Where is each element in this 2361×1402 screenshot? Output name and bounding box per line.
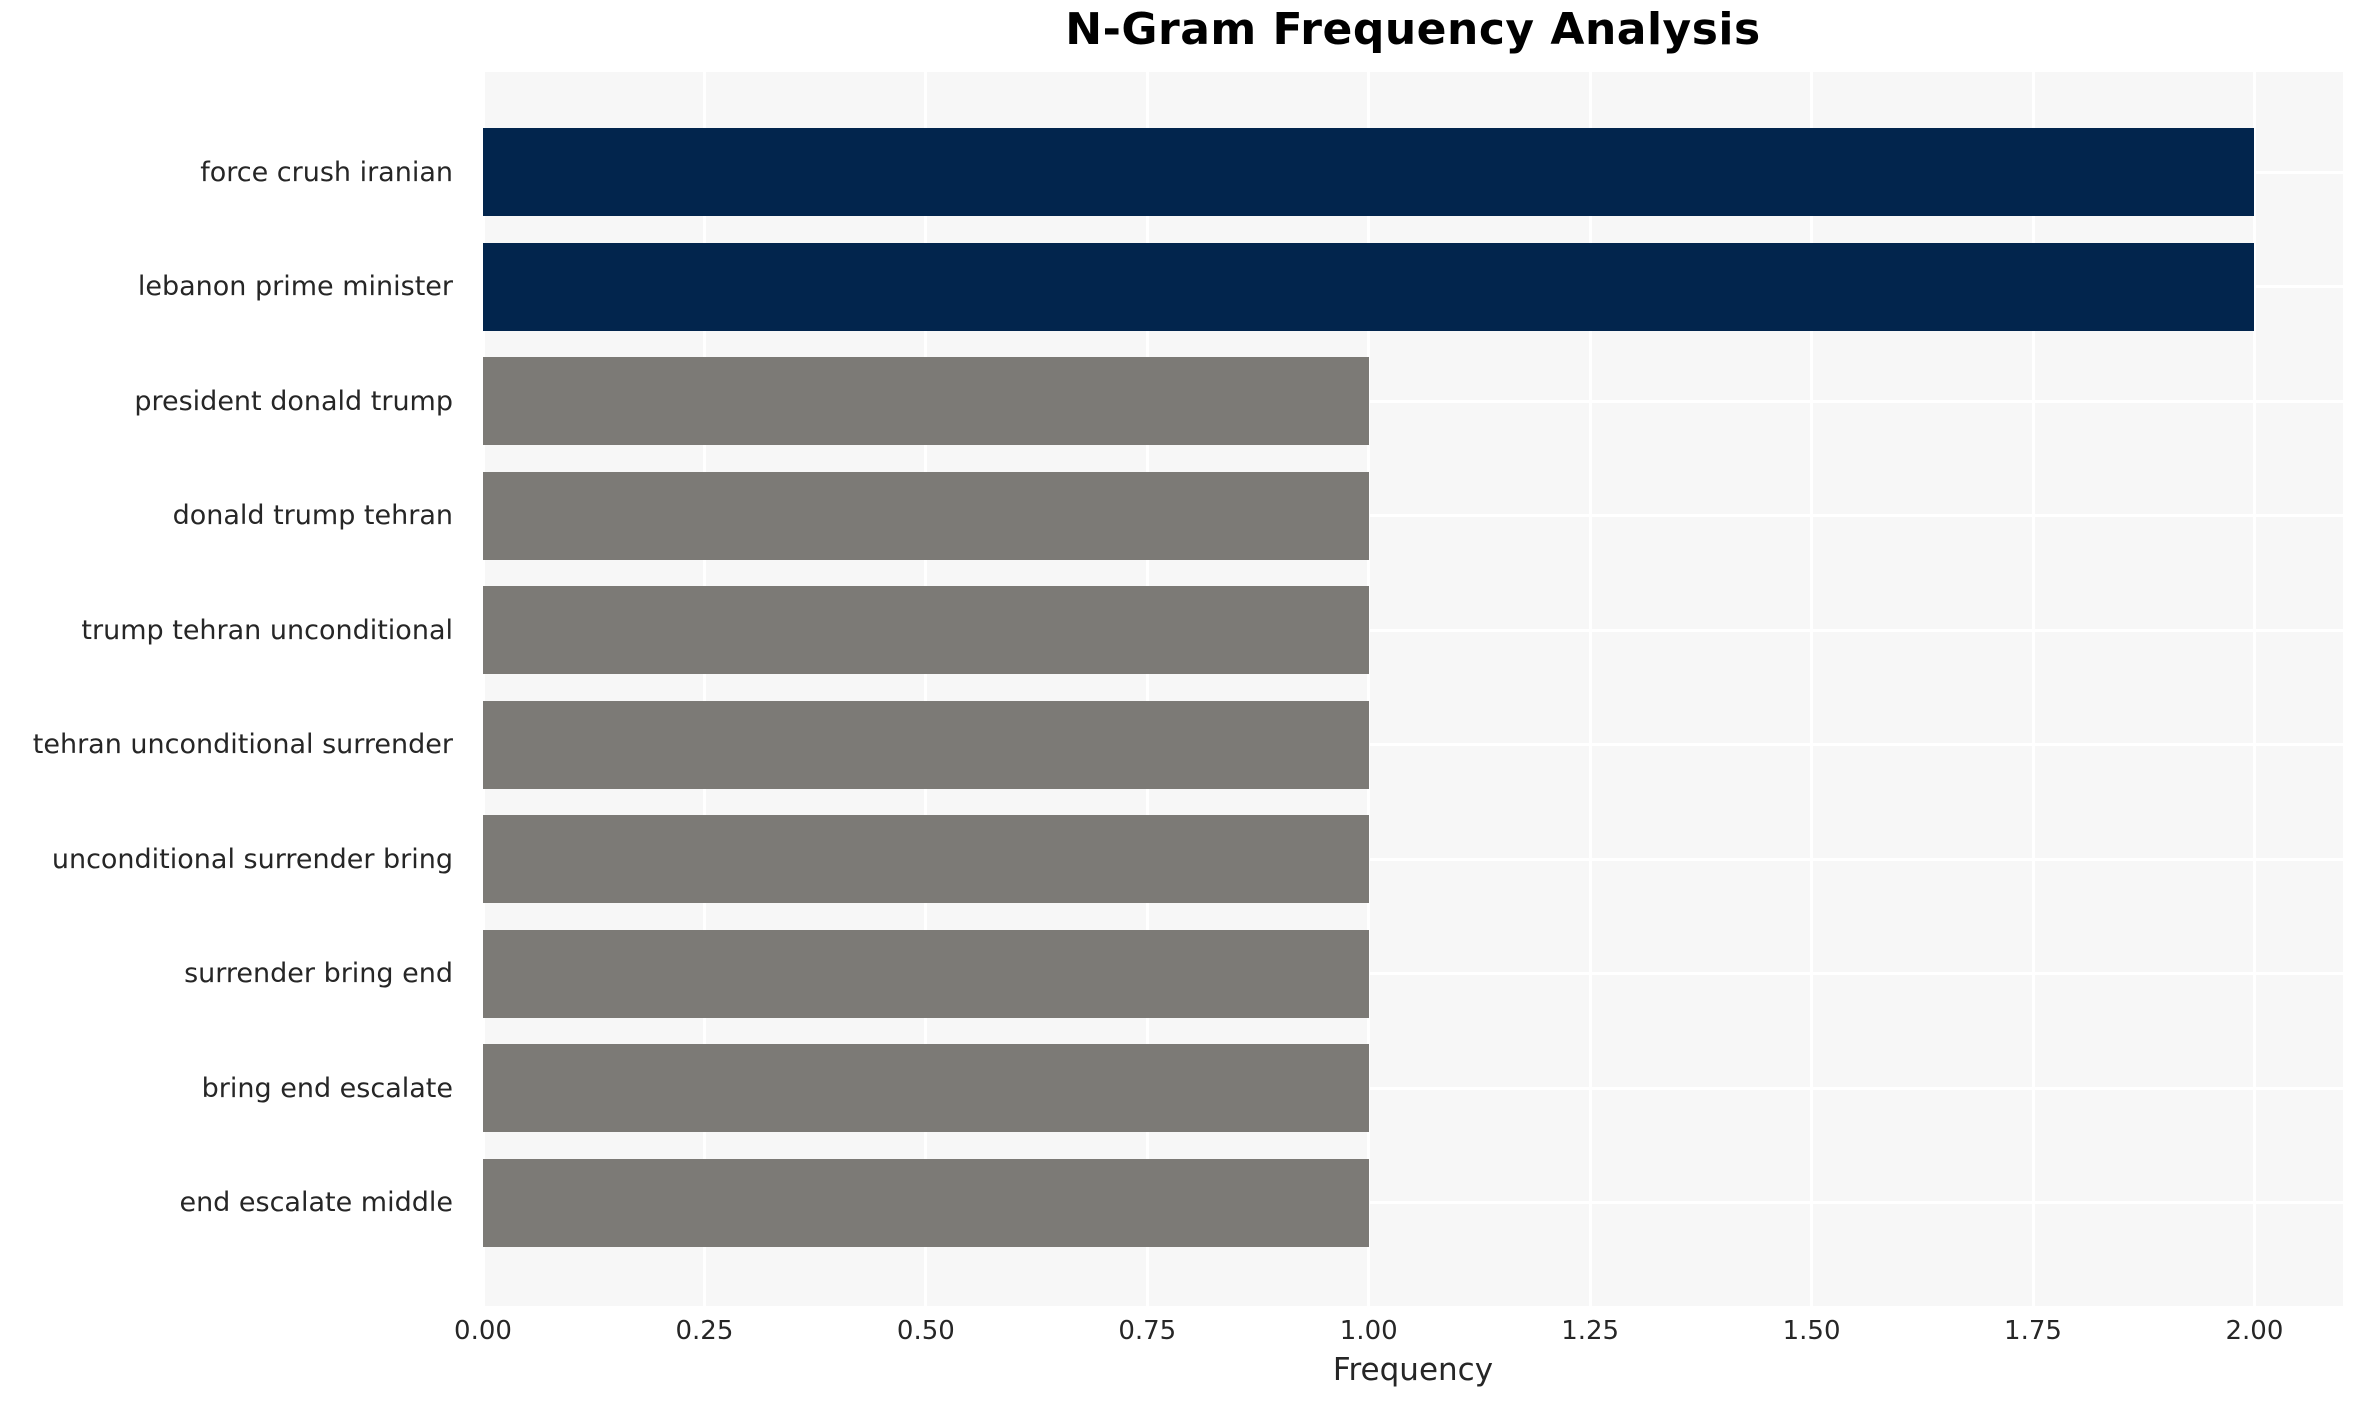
bar-row: [483, 688, 2343, 803]
category-label: force crush iranian: [200, 156, 453, 188]
vertical-gridline: [924, 72, 928, 1306]
x-tick-label: 1.25: [1561, 1316, 1620, 1346]
bar: [483, 929, 1369, 1018]
vertical-gridline: [483, 72, 485, 1306]
bar-row: [483, 115, 2343, 230]
bar-rows: [483, 115, 2343, 1260]
x-tick-label: 1.00: [1339, 1316, 1398, 1346]
bar-row: [483, 1146, 2343, 1261]
vertical-gridline: [1810, 72, 1814, 1306]
vertical-gridline: [2031, 72, 2035, 1306]
vertical-gridline: [1588, 72, 1592, 1306]
x-tick-label: 2.00: [2225, 1316, 2284, 1346]
category-label: president donald trump: [134, 385, 453, 417]
horizontal-gridline: [483, 514, 2343, 518]
category-label: donald trump tehran: [172, 500, 453, 532]
bar: [483, 700, 1369, 789]
chart-title: N-Gram Frequency Analysis: [1065, 4, 1761, 55]
horizontal-gridline: [483, 857, 2343, 861]
bar: [483, 1044, 1369, 1133]
x-tick-label: 0.00: [454, 1316, 512, 1346]
bar-row: [483, 230, 2343, 345]
bar-row: [483, 1031, 2343, 1146]
horizontal-gridline: [483, 972, 2343, 976]
category-label: end escalate middle: [179, 1187, 453, 1219]
vertical-gridline: [2252, 72, 2256, 1306]
x-axis-ticks: 0.00 0.25 0.50 0.75 1.00 1.25 1.50 1.75 2.00: [454, 1306, 2343, 1346]
x-tick-label: 0.25: [675, 1316, 734, 1346]
horizontal-gridline: [483, 1086, 2343, 1090]
bar: [483, 815, 1369, 904]
bar-row: [483, 344, 2343, 459]
vertical-gridline: [702, 72, 706, 1306]
category-label: lebanon prime minister: [137, 271, 453, 303]
horizontal-gridline: [483, 743, 2343, 747]
category-label: surrender bring end: [184, 958, 453, 990]
bar: [483, 586, 1369, 675]
category-label: bring end escalate: [201, 1072, 453, 1104]
plot-area: [483, 72, 2343, 1306]
x-tick-label: 0.75: [1118, 1316, 1177, 1346]
bar-row: [483, 459, 2343, 574]
category-label: tehran unconditional surrender: [32, 729, 453, 761]
x-axis-label: Frequency: [1332, 1352, 1494, 1388]
bar: [483, 357, 1369, 446]
bar: [483, 242, 2255, 331]
y-axis-label-list: force crush iranian lebanon prime ministe…: [0, 115, 465, 1260]
vertical-gridline: [1367, 72, 1371, 1306]
x-tick-label: 0.50: [896, 1316, 955, 1346]
horizontal-gridline: [483, 1201, 2343, 1205]
horizontal-gridline: [483, 628, 2343, 632]
x-tick-label: 1.75: [2004, 1316, 2062, 1346]
bar: [483, 1158, 1369, 1247]
horizontal-gridline: [483, 399, 2343, 403]
bar-row: [483, 573, 2343, 688]
y-axis-category-labels: force crush iranian lebanon prime ministe…: [0, 72, 465, 1306]
bar-row: [483, 917, 2343, 1032]
x-tick-label: 1.50: [1782, 1316, 1841, 1346]
category-label: trump tehran unconditional: [81, 614, 453, 646]
bar: [483, 128, 2255, 217]
vertical-gridline: [1145, 72, 1149, 1306]
bar: [483, 471, 1369, 560]
category-label: unconditional surrender bring: [51, 843, 453, 875]
bar-row: [483, 802, 2343, 917]
